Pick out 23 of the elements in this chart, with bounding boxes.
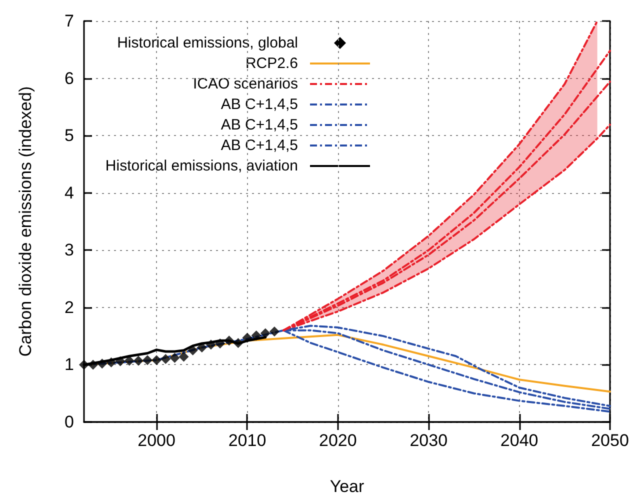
x-tick-label: 2000 (138, 431, 176, 450)
y-tick-label: 1 (64, 355, 74, 374)
y-tick-label: 6 (64, 68, 74, 88)
x-tick-label: 2030 (410, 431, 448, 450)
y-tick-label: 5 (64, 126, 74, 146)
legend-label: Historical emissions, aviation (105, 158, 298, 174)
legend-label: Historical emissions, global (117, 34, 298, 52)
x-axis-title: Year (330, 477, 365, 496)
y-tick-label: 2 (64, 298, 74, 317)
legend-label: RCP2.6 (245, 55, 298, 72)
legend-label: AB C+1,4,5 (220, 137, 298, 154)
y-tick-label: 7 (64, 12, 74, 30)
y-tick-label: 3 (64, 240, 74, 260)
x-tick-label: 2010 (228, 431, 266, 450)
legend-label: ICAO scenarios (192, 76, 298, 92)
y-tick-label: 0 (64, 412, 74, 432)
y-tick-label: 4 (64, 183, 74, 202)
y-axis-title: Carbon dioxide emissions (indexed) (16, 86, 35, 357)
x-tick-label: 2040 (500, 431, 538, 450)
legend-label: AB C+1,4,5 (220, 96, 298, 113)
x-tick-label: 2020 (319, 431, 357, 450)
legend-label: AB C+1,4,5 (220, 116, 298, 134)
x-tick-label: 2050 (591, 431, 629, 450)
